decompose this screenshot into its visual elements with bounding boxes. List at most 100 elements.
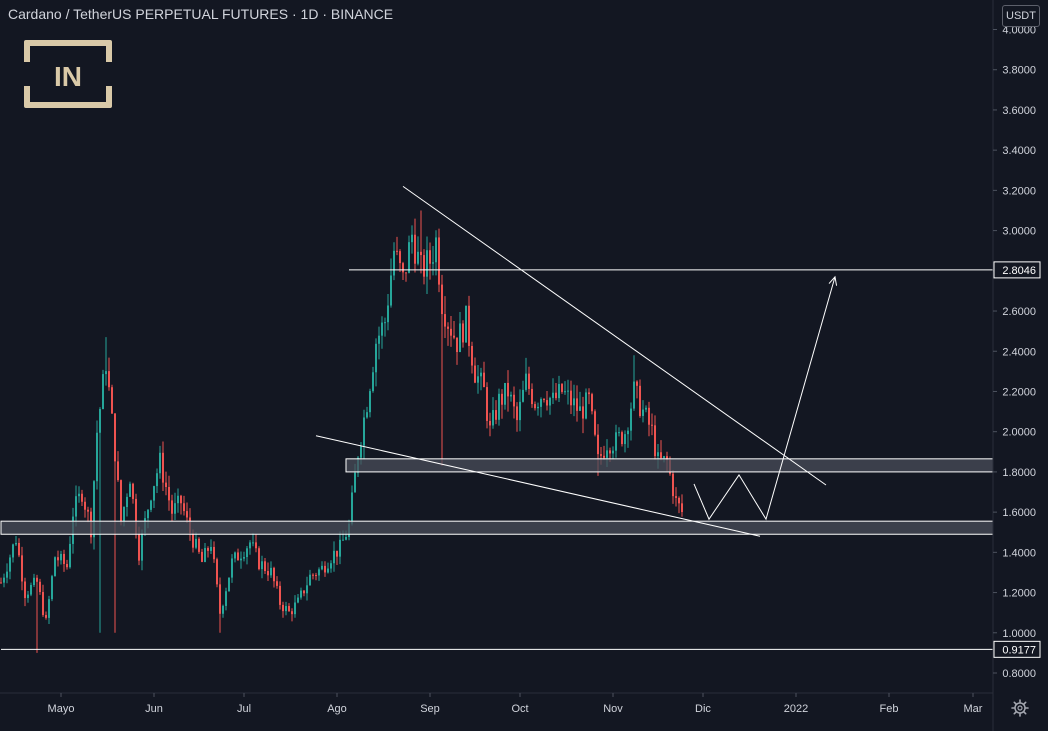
candle xyxy=(522,380,524,403)
candle-body xyxy=(558,384,560,399)
candle-body xyxy=(27,594,29,599)
gear-icon[interactable] xyxy=(1010,698,1030,718)
candle-body xyxy=(555,392,557,399)
candle xyxy=(468,295,470,357)
drawings-layer xyxy=(0,185,994,650)
candle xyxy=(414,218,416,273)
candle xyxy=(117,451,119,482)
candle xyxy=(45,611,47,620)
candle xyxy=(378,326,380,360)
candle xyxy=(93,480,95,550)
candle xyxy=(198,537,200,554)
candle-body xyxy=(426,250,428,277)
x-tick-label: Sep xyxy=(420,703,440,715)
candle xyxy=(420,210,422,274)
candle xyxy=(621,430,623,447)
candle-body xyxy=(423,255,425,277)
candle xyxy=(6,563,8,584)
candle-body xyxy=(126,496,128,507)
candle xyxy=(255,534,257,553)
candle xyxy=(549,396,551,415)
candle-body xyxy=(429,250,431,264)
candle-body xyxy=(138,534,140,561)
candle-body xyxy=(171,500,173,514)
candle xyxy=(132,482,134,504)
candle xyxy=(210,539,212,555)
candle xyxy=(204,543,206,563)
time-axis[interactable]: Mayo Jun Jul Ago Sep Oct Nov Dic 2022 Feb Mar xyxy=(48,693,983,715)
candle-body xyxy=(417,251,419,264)
candle xyxy=(186,502,188,523)
candle xyxy=(456,337,458,365)
candle-body xyxy=(459,323,461,353)
candle-body xyxy=(0,582,2,584)
candle xyxy=(246,545,248,565)
candle xyxy=(618,427,620,437)
candle-body xyxy=(228,577,230,592)
candle xyxy=(369,388,371,418)
candle-body xyxy=(60,553,62,561)
candle xyxy=(285,601,287,616)
candle-body xyxy=(30,584,32,595)
candle xyxy=(297,593,299,604)
y-tick-label: 3.0000 xyxy=(1002,226,1036,238)
candle-body xyxy=(537,406,539,409)
candle-body xyxy=(486,387,488,421)
candle-body xyxy=(48,599,50,618)
candle-body xyxy=(615,432,617,451)
candle-body xyxy=(309,574,311,586)
candle xyxy=(330,560,332,573)
candle xyxy=(324,561,326,577)
candle-body xyxy=(672,473,674,497)
candle-body xyxy=(240,558,242,561)
candle-body xyxy=(222,605,224,614)
candle-body xyxy=(402,263,404,273)
candle-body xyxy=(492,410,494,426)
candle-body xyxy=(531,388,533,405)
candle xyxy=(627,427,629,448)
x-tick-label: Feb xyxy=(880,703,899,715)
candle-body xyxy=(363,417,365,446)
candle-body xyxy=(129,483,131,497)
candle-body xyxy=(609,450,611,454)
candle xyxy=(102,369,104,410)
candle xyxy=(120,479,122,526)
candle-body xyxy=(141,533,143,561)
candle xyxy=(21,546,23,591)
candle-body xyxy=(462,323,464,343)
candle-body xyxy=(567,390,569,392)
candle-body xyxy=(156,473,158,487)
candle xyxy=(405,272,407,282)
candle xyxy=(159,445,161,479)
candle-body xyxy=(12,544,14,558)
candle xyxy=(537,402,539,416)
candle xyxy=(42,584,44,617)
candle xyxy=(261,555,263,579)
candle xyxy=(462,320,464,348)
candle-body xyxy=(468,305,470,346)
candle-body xyxy=(54,557,56,577)
candle-body xyxy=(387,305,389,323)
candle-body xyxy=(318,569,320,576)
candle xyxy=(564,381,566,395)
candle-body xyxy=(495,410,497,420)
candle xyxy=(588,388,590,405)
candle xyxy=(48,595,50,625)
candle xyxy=(339,531,341,565)
candles-layer xyxy=(0,210,683,653)
candle-body xyxy=(456,337,458,353)
candle xyxy=(3,573,5,588)
candle xyxy=(57,550,59,567)
candle-body xyxy=(207,548,209,551)
candle xyxy=(84,497,86,518)
candle-body xyxy=(630,408,632,431)
candle-body xyxy=(579,406,581,411)
candle-body xyxy=(393,250,395,276)
currency-button[interactable]: USDT xyxy=(1002,5,1040,27)
candle-body xyxy=(117,461,119,481)
candle-body xyxy=(216,559,218,585)
candle-body xyxy=(267,571,269,576)
candle-body xyxy=(324,565,326,573)
candle xyxy=(213,541,215,563)
